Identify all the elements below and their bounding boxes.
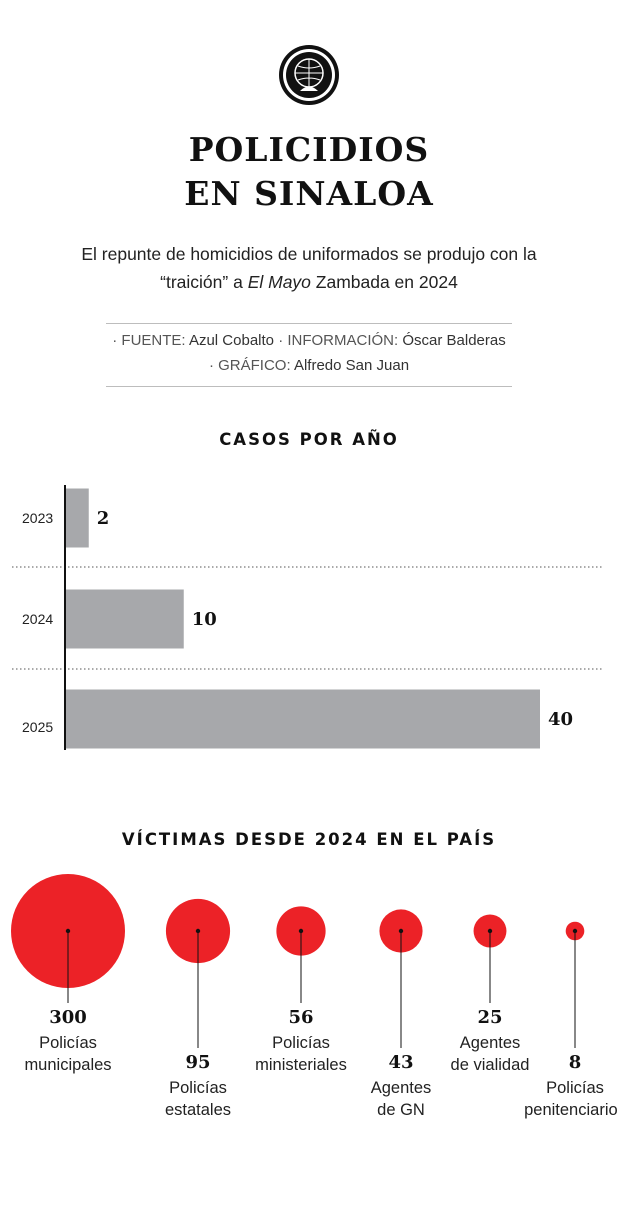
bubble-value-label: 95	[185, 1052, 210, 1073]
source-value: Azul Cobalto	[188, 332, 275, 349]
bubble-value-label: 25	[477, 1007, 502, 1028]
bubble-value-label: 56	[288, 1007, 313, 1028]
subtitle-emphasis: El Mayo	[247, 272, 311, 292]
bar-2023	[65, 488, 89, 548]
bubble-category-label-line2: municipales	[24, 1056, 111, 1074]
bubble-chart: 300 Policías municipales 95 Policías estatale…	[11, 874, 618, 1119]
title-line-2: EN SINALOA	[184, 174, 434, 213]
page-title: POLICIDIOS EN SINALOA	[0, 128, 618, 216]
subtitle-line-1: El repunte de homicidios de uniformados …	[81, 244, 537, 264]
bubble-category-label-line2: de vialidad	[451, 1056, 530, 1074]
subtitle-line-2-post: Zambada en 2024	[310, 272, 458, 292]
bubble-center-dot	[65, 928, 71, 934]
bubble-category-label-line1: Agentes	[460, 1034, 521, 1052]
logo-emblem	[278, 44, 340, 106]
bubble-category-label-line1: Policías	[546, 1079, 604, 1097]
title-line-1: POLICIDIOS	[188, 130, 430, 169]
bar-value-label: 10	[192, 609, 217, 630]
graphic-value: Alfredo San Juan	[293, 357, 410, 374]
divider-top	[106, 323, 512, 324]
bubble-category-label-line2: de GN	[377, 1101, 425, 1119]
bar-chart: 2023 2 2024 10 2025 40	[12, 485, 603, 750]
bubble-chart-title: VÍCTIMAS DESDE 2024 EN EL PAÍS	[121, 830, 497, 849]
bubble-category-label-line1: Policías	[39, 1034, 97, 1052]
bubble-category-label-line1: Policías	[272, 1034, 330, 1052]
source-label: · FUENTE:	[112, 332, 186, 349]
info-label: · INFORMACIÓN:	[278, 332, 399, 349]
bubble-category-label-line2: ministeriales	[255, 1056, 347, 1074]
divider-bottom	[106, 386, 512, 387]
subtitle-line-2-pre: “traición” a	[160, 272, 248, 292]
bar-2025	[65, 689, 540, 749]
bubble-center-dot	[487, 928, 493, 934]
bubble-center-dot	[398, 928, 404, 934]
bar-2024	[65, 589, 184, 649]
bar-category-label: 2025	[22, 719, 53, 735]
bar-value-label: 40	[548, 709, 573, 730]
bar-category-label: 2023	[22, 510, 53, 526]
bubble-center-dot	[298, 928, 304, 934]
bubble-center-dot	[572, 928, 578, 934]
subtitle: El repunte de homicidios de uniformados …	[30, 240, 588, 296]
bar-chart-title: CASOS POR AÑO	[219, 430, 399, 449]
bubble-center-dot	[195, 928, 201, 934]
bar-category-label: 2024	[22, 611, 53, 627]
credits-line-2: · GRÁFICO: Alfredo San Juan	[0, 353, 618, 378]
credits-line-1: · FUENTE: Azul Cobalto · INFORMACIÓN: Ós…	[0, 328, 618, 353]
bubble-category-label-line1: Policías	[169, 1079, 227, 1097]
bubble-value-label: 300	[49, 1007, 87, 1028]
bubble-value-label: 8	[569, 1052, 582, 1073]
info-value: Óscar Balderas	[402, 332, 506, 349]
bubble-category-label-line1: Agentes	[371, 1079, 432, 1097]
bar-value-label: 2	[97, 508, 110, 529]
credits: · FUENTE: Azul Cobalto · INFORMACIÓN: Ós…	[0, 328, 618, 378]
bubble-value-label: 43	[388, 1052, 413, 1073]
subtitle-line-2: “traición” a El Mayo Zambada en 2024	[30, 268, 588, 296]
graphic-label: · GRÁFICO:	[208, 357, 291, 374]
bubble-category-label-line2: estatales	[165, 1101, 231, 1119]
bubble-category-label-line2: penitenciarios	[524, 1101, 618, 1119]
